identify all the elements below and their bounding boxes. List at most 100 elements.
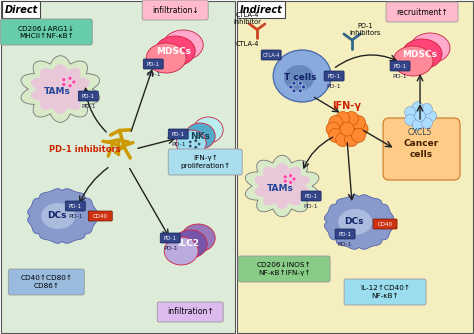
FancyBboxPatch shape	[168, 129, 188, 139]
Circle shape	[298, 81, 302, 85]
Text: PD-1
inhibitors: PD-1 inhibitors	[349, 22, 381, 35]
FancyBboxPatch shape	[237, 1, 285, 18]
Text: PD-1: PD-1	[81, 104, 96, 109]
FancyBboxPatch shape	[2, 1, 40, 18]
Text: infiltration↑: infiltration↑	[167, 308, 214, 317]
Circle shape	[412, 119, 423, 130]
FancyBboxPatch shape	[237, 1, 473, 333]
Circle shape	[62, 77, 66, 81]
Text: TAMs: TAMs	[44, 87, 71, 96]
FancyBboxPatch shape	[324, 71, 344, 81]
Circle shape	[72, 80, 76, 84]
FancyBboxPatch shape	[390, 61, 410, 71]
FancyBboxPatch shape	[386, 2, 458, 22]
Circle shape	[68, 84, 72, 88]
Text: PD-1: PD-1	[146, 72, 161, 77]
Circle shape	[289, 180, 292, 184]
Circle shape	[412, 102, 423, 113]
Ellipse shape	[163, 30, 203, 60]
Circle shape	[354, 122, 368, 136]
FancyBboxPatch shape	[88, 211, 112, 221]
Text: PD-1: PD-1	[147, 61, 160, 66]
Text: PD-1: PD-1	[82, 94, 95, 99]
Text: PD-1: PD-1	[163, 246, 178, 251]
Circle shape	[197, 142, 201, 146]
FancyBboxPatch shape	[335, 229, 355, 239]
Text: ILC2: ILC2	[177, 239, 199, 248]
Ellipse shape	[181, 224, 215, 252]
Ellipse shape	[273, 50, 331, 102]
Circle shape	[329, 116, 343, 130]
Text: MDSCs: MDSCs	[402, 49, 438, 58]
Circle shape	[283, 175, 287, 179]
Circle shape	[298, 89, 302, 93]
Text: CTLA-4: CTLA-4	[236, 41, 259, 47]
Circle shape	[351, 129, 365, 143]
Text: Cancer
cells: Cancer cells	[403, 139, 438, 159]
Circle shape	[421, 118, 432, 129]
Circle shape	[292, 177, 296, 181]
Text: PD-1: PD-1	[328, 73, 341, 78]
Circle shape	[292, 81, 296, 85]
Circle shape	[351, 116, 365, 130]
Ellipse shape	[176, 130, 206, 156]
Circle shape	[405, 115, 416, 125]
Ellipse shape	[41, 203, 75, 229]
Text: PD-1: PD-1	[69, 203, 82, 208]
Text: CD206↓ARG1↓
MHCII↑NF-κB↑: CD206↓ARG1↓ MHCII↑NF-κB↑	[18, 25, 75, 38]
Text: CD206↓INOS↑
NF-κB↑IFN-γ↑: CD206↓INOS↑ NF-κB↑IFN-γ↑	[257, 263, 311, 276]
Text: PD-1: PD-1	[68, 214, 82, 219]
FancyBboxPatch shape	[373, 219, 397, 229]
Text: PD-1: PD-1	[393, 74, 407, 79]
Ellipse shape	[173, 230, 207, 258]
Text: MDSCs: MDSCs	[156, 46, 191, 55]
Ellipse shape	[410, 33, 450, 63]
Circle shape	[292, 89, 296, 93]
Circle shape	[194, 146, 198, 149]
Circle shape	[340, 122, 354, 136]
FancyBboxPatch shape	[9, 269, 84, 295]
FancyBboxPatch shape	[157, 302, 223, 322]
FancyBboxPatch shape	[65, 201, 85, 211]
Text: CTLA-4: CTLA-4	[263, 52, 280, 57]
Text: recruitment↑: recruitment↑	[396, 7, 448, 16]
Text: PD-1: PD-1	[171, 142, 185, 147]
Ellipse shape	[193, 117, 223, 143]
Ellipse shape	[393, 46, 433, 76]
Text: PD-1: PD-1	[327, 84, 341, 89]
Circle shape	[336, 112, 350, 126]
Polygon shape	[27, 189, 97, 243]
Circle shape	[189, 140, 192, 144]
Circle shape	[68, 76, 72, 80]
Text: DCs: DCs	[344, 217, 364, 226]
Text: NKs: NKs	[190, 132, 210, 141]
FancyBboxPatch shape	[301, 191, 321, 201]
Polygon shape	[255, 163, 310, 209]
FancyBboxPatch shape	[0, 19, 92, 45]
Ellipse shape	[284, 65, 314, 91]
Text: CD40↑CD80↑
CD86↑: CD40↑CD80↑ CD86↑	[20, 276, 73, 289]
Circle shape	[283, 179, 287, 183]
Text: IFN-γ: IFN-γ	[333, 101, 362, 111]
FancyBboxPatch shape	[238, 256, 330, 282]
Text: IFN-γ↑
proliferation↑: IFN-γ↑ proliferation↑	[180, 155, 230, 169]
Ellipse shape	[402, 39, 442, 69]
Circle shape	[345, 112, 358, 126]
Text: Direct: Direct	[5, 4, 38, 14]
Polygon shape	[246, 155, 319, 217]
FancyBboxPatch shape	[142, 0, 208, 20]
Circle shape	[329, 129, 343, 143]
Text: TAMs: TAMs	[267, 183, 293, 192]
Text: Indirect: Indirect	[240, 4, 283, 14]
Circle shape	[289, 85, 293, 89]
Polygon shape	[324, 195, 394, 249]
Text: PD-1: PD-1	[172, 132, 185, 137]
Circle shape	[336, 133, 350, 147]
Circle shape	[405, 107, 416, 118]
Circle shape	[194, 139, 198, 143]
Text: PD-1: PD-1	[305, 193, 318, 198]
Ellipse shape	[338, 209, 372, 235]
Text: PD-1: PD-1	[304, 204, 319, 209]
Circle shape	[415, 111, 426, 122]
FancyBboxPatch shape	[383, 118, 460, 180]
